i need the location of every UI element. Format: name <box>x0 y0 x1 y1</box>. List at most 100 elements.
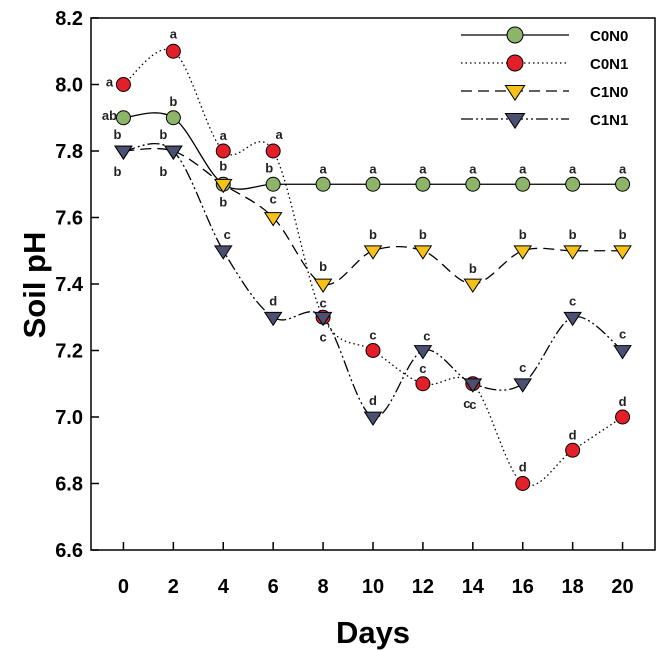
point-c0n0 <box>465 176 481 192</box>
legend: C0N0 C0N1 C1N0 C1N1 <box>461 26 628 130</box>
point-c0n0 <box>165 110 181 126</box>
point-c0n1 <box>265 143 281 159</box>
sig-label-c0n0: a <box>569 161 577 176</box>
point-c0n1 <box>165 43 181 59</box>
sig-label-c1n1: d <box>369 393 377 408</box>
sig-label-c0n0: b <box>169 94 177 109</box>
legend-marker-c0n0 <box>506 26 524 44</box>
legend-marker-c1n1 <box>504 112 526 130</box>
y-tick-label: 7.2 <box>55 341 83 363</box>
x-tick-label: 20 <box>611 576 633 598</box>
point-c0n0 <box>565 176 581 192</box>
point-c0n0 <box>115 110 131 126</box>
x-tick-label: 6 <box>268 576 279 598</box>
sig-label-c1n1: c <box>319 329 326 344</box>
point-c1n1 <box>513 378 533 393</box>
legend-label-c1n0: C1N0 <box>590 84 628 101</box>
sig-label-c1n1: c <box>224 227 231 242</box>
y-tick-label: 6.6 <box>55 540 83 562</box>
sig-label-c1n0: b <box>469 261 477 276</box>
sig-label-c1n1: c <box>619 327 626 342</box>
point-c1n1 <box>213 245 233 260</box>
x-tick-label: 14 <box>462 576 485 598</box>
point-c1n0 <box>463 278 483 293</box>
point-c1n1 <box>563 311 582 327</box>
sig-label-c0n1: c <box>469 397 476 412</box>
sig-label-c1n0: b <box>569 227 577 242</box>
point-c0n1 <box>565 442 581 458</box>
point-c1n0 <box>613 245 632 260</box>
sig-label-c0n1: c <box>419 361 426 376</box>
sig-label-c0n0: a <box>419 161 427 176</box>
point-c1n0 <box>413 245 433 260</box>
x-tick-label: 18 <box>562 576 584 598</box>
sig-label-c1n1: c <box>569 293 576 308</box>
x-tick-label: 8 <box>318 576 329 598</box>
sig-label-c1n0: b <box>619 227 627 242</box>
legend-label-c0n1: C0N1 <box>590 56 628 73</box>
sig-label-c0n0: a <box>369 161 377 176</box>
point-c1n1 <box>313 311 333 327</box>
y-tick-label: 7.6 <box>55 208 83 230</box>
series-line-c0n1 <box>123 48 623 487</box>
point-c1n1 <box>263 311 283 327</box>
x-tick-label: 16 <box>512 576 534 598</box>
point-c0n0 <box>265 176 281 192</box>
point-c1n1 <box>413 345 433 360</box>
point-c1n1 <box>164 145 183 160</box>
sig-label-c1n1: c <box>463 396 470 411</box>
sig-label-c1n0: b <box>419 227 427 242</box>
x-tick-label: 2 <box>168 576 179 598</box>
sig-label-c0n0: a <box>469 161 477 176</box>
y-tick-label: 6.8 <box>55 474 83 496</box>
point-c0n1 <box>415 376 431 392</box>
point-c1n0 <box>363 245 383 260</box>
sig-label-c1n0: b <box>319 259 327 274</box>
sig-label-c0n1: d <box>519 460 527 475</box>
sig-label-c1n1: c <box>519 360 526 375</box>
x-tick-label: 10 <box>362 576 384 598</box>
sig-label-c1n0: c <box>270 192 277 207</box>
sig-label-c0n1: a <box>276 127 284 142</box>
legend-marker-c1n0 <box>504 84 526 102</box>
point-c1n0 <box>213 178 233 194</box>
x-tick-label: 12 <box>412 576 434 598</box>
sig-label-c1n0: b <box>219 158 227 173</box>
legend-marker-c0n1 <box>506 54 524 72</box>
point-c0n0 <box>415 176 431 192</box>
point-c0n0 <box>365 176 381 192</box>
point-c0n1 <box>365 343 381 358</box>
sig-label-c0n1: d <box>569 427 577 442</box>
y-tick-label: 7.8 <box>55 141 83 163</box>
sig-label-c1n0: b <box>159 127 167 142</box>
x-tick-label: 4 <box>218 576 230 598</box>
x-axis-title: Days <box>336 615 410 650</box>
point-c0n0 <box>315 176 331 192</box>
point-c0n1 <box>615 409 631 425</box>
sig-label-c1n0: b <box>113 127 121 142</box>
sig-label-c0n0: b <box>219 194 227 209</box>
y-tick-label: 7.0 <box>55 407 83 429</box>
sig-label-c0n0: a <box>619 161 627 176</box>
sig-label-c0n0: a <box>519 161 527 176</box>
sig-label-c1n1: c <box>423 329 430 344</box>
sig-label-c0n0: b <box>265 160 273 175</box>
axes: 6.6 6.8 7.0 7.2 7.4 7.6 7.8 8.0 8.2 0 2 4 6 8 10 12 14 16… <box>55 8 656 598</box>
sig-label-c0n0: a <box>319 161 327 176</box>
sig-label-c0n1: a <box>170 26 178 41</box>
y-tick-label: 7.4 <box>55 274 84 296</box>
legend-label-c0n0: C0N0 <box>590 28 628 45</box>
point-c0n0 <box>515 176 531 192</box>
y-tick-label: 8.2 <box>55 8 83 30</box>
sig-label-c0n1: c <box>369 328 376 343</box>
point-c0n1 <box>515 476 531 491</box>
sig-label-c1n1: b <box>113 164 121 179</box>
sig-label-c0n1: a <box>220 128 228 143</box>
series-line-c1n1 <box>123 143 623 418</box>
point-c1n1 <box>114 145 133 160</box>
x-tick-label: 0 <box>118 576 129 598</box>
point-c1n0 <box>313 278 333 293</box>
legend-label-c1n1: C1N1 <box>590 112 628 129</box>
